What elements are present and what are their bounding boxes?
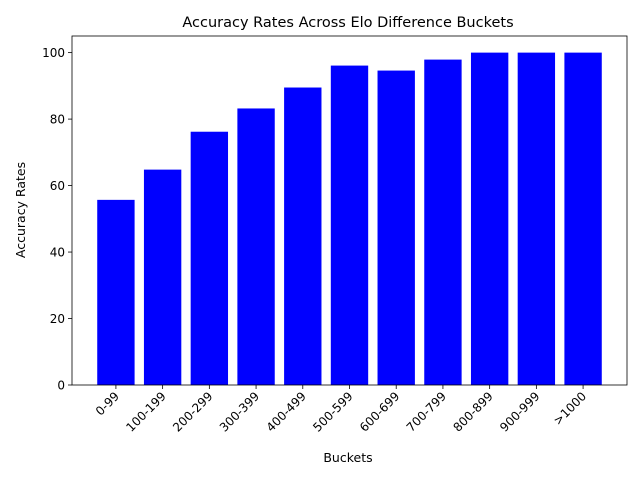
x-axis-label: Buckets [323,450,372,465]
x-tick-label: >1000 [551,389,590,428]
chart-title: Accuracy Rates Across Elo Difference Buc… [182,15,513,31]
plot-frame [71,35,628,386]
y-tick-label: 0 [57,379,65,393]
bar-900-999 [517,52,556,386]
bar-100-199 [143,169,182,385]
x-tick-label: 900-999 [497,389,542,434]
y-tick-label: 60 [50,179,65,193]
x-tick-label: 500-599 [310,389,355,434]
bar-700-799 [424,59,462,385]
x-tick-label: 300-399 [217,389,262,434]
bars-group [97,52,602,386]
x-axis: 0-99 100-199 200-299 300-399 400-499 500-599 6… [93,385,589,435]
x-tick-label: 600-699 [357,389,402,434]
bar-400-499 [284,87,322,386]
x-tick-label: 200-299 [170,389,215,434]
y-tick-label: 80 [50,113,65,127]
bar-200-299 [190,131,229,385]
y-axis-label: Accuracy Rates [13,162,28,258]
bar-500-599 [330,65,369,385]
bar-800-899 [470,52,509,386]
y-tick-label: 20 [50,312,65,326]
x-tick-label: 100-199 [123,389,168,434]
x-tick-label: 700-799 [404,389,449,434]
y-tick-label: 40 [50,246,65,260]
bar-0-99 [97,199,135,385]
bar->1000 [564,52,602,386]
x-tick-label: 800-899 [450,389,495,434]
x-tick-label: 400-499 [264,389,309,434]
y-tick-label: 100 [42,46,65,60]
x-tick-label: 0-99 [93,389,122,418]
bar-300-399 [237,108,275,386]
y-axis: 0 20 40 60 80 100 [42,46,72,393]
bar-600-699 [377,70,415,385]
